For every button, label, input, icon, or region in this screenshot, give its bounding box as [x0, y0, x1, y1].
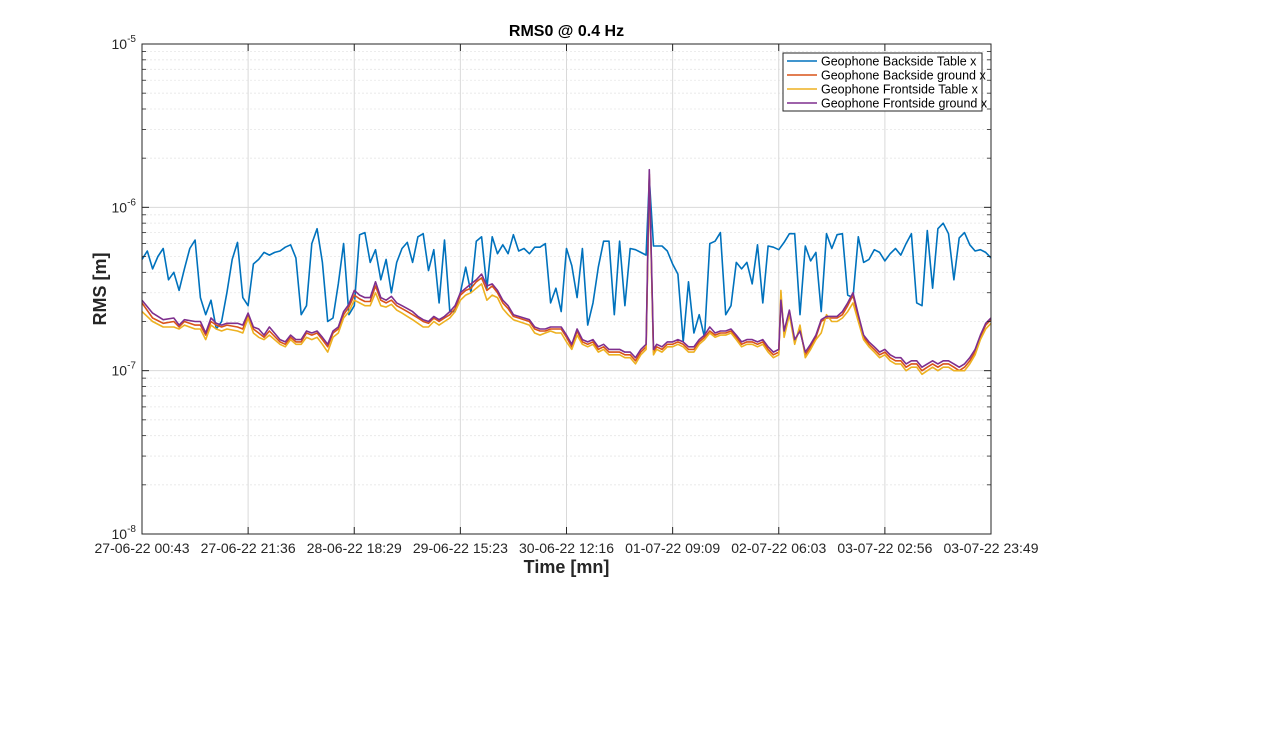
- axes-area: [141, 43, 992, 535]
- x-tick-label: 30-06-22 12:16: [519, 540, 614, 556]
- y-tick-base: 10: [112, 363, 128, 379]
- x-axis-label: Time [mn]: [524, 557, 610, 577]
- x-tick-label: 03-07-22 23:49: [944, 540, 1039, 556]
- x-tick-label: 28-06-22 18:29: [307, 540, 402, 556]
- y-tick-label: 10-7: [112, 361, 137, 379]
- y-tick-label: 10-8: [112, 524, 137, 542]
- y-tick-exponent: -7: [127, 361, 136, 372]
- x-tick-label: 27-06-22 00:43: [95, 540, 190, 556]
- legend-label: Geophone Frontside Table x: [821, 83, 979, 97]
- y-tick-exponent: -8: [127, 524, 136, 535]
- x-tick-label: 02-07-22 06:03: [731, 540, 826, 556]
- y-tick-exponent: -6: [127, 197, 136, 208]
- x-tick-labels: 27-06-22 00:43 27-06-22 21:36 28-06-22 18:…: [95, 540, 1039, 556]
- y-tick-base: 10: [112, 526, 128, 542]
- x-tick-label: 01-07-22 09:09: [625, 540, 720, 556]
- y-tick-exponent: -5: [127, 34, 136, 45]
- y-axis-label: RMS [m]: [90, 253, 110, 326]
- chart-title: RMS0 @ 0.4 Hz: [509, 23, 624, 40]
- x-tick-label: 29-06-22 15:23: [413, 540, 508, 556]
- y-tick-label: 10-5: [112, 34, 137, 52]
- legend-label: Geophone Frontside ground x: [821, 97, 988, 111]
- y-tick-base: 10: [112, 199, 128, 215]
- y-tick-label: 10-6: [112, 197, 137, 215]
- legend-label: Geophone Backside ground x: [821, 69, 986, 83]
- y-tick-labels: 10-810-710-610-5: [112, 34, 137, 542]
- x-tick-label: 27-06-22 21:36: [201, 540, 296, 556]
- legend-label: Geophone Backside Table x: [821, 55, 977, 69]
- x-tick-label: 03-07-22 02:56: [837, 540, 932, 556]
- tick-marks: [141, 43, 992, 535]
- legend-box: [782, 52, 983, 112]
- series-line-1: [141, 177, 992, 343]
- y-tick-base: 10: [112, 36, 128, 52]
- series-line-3: [141, 177, 992, 376]
- series-line-4: [141, 168, 992, 369]
- series-lines: [141, 168, 992, 376]
